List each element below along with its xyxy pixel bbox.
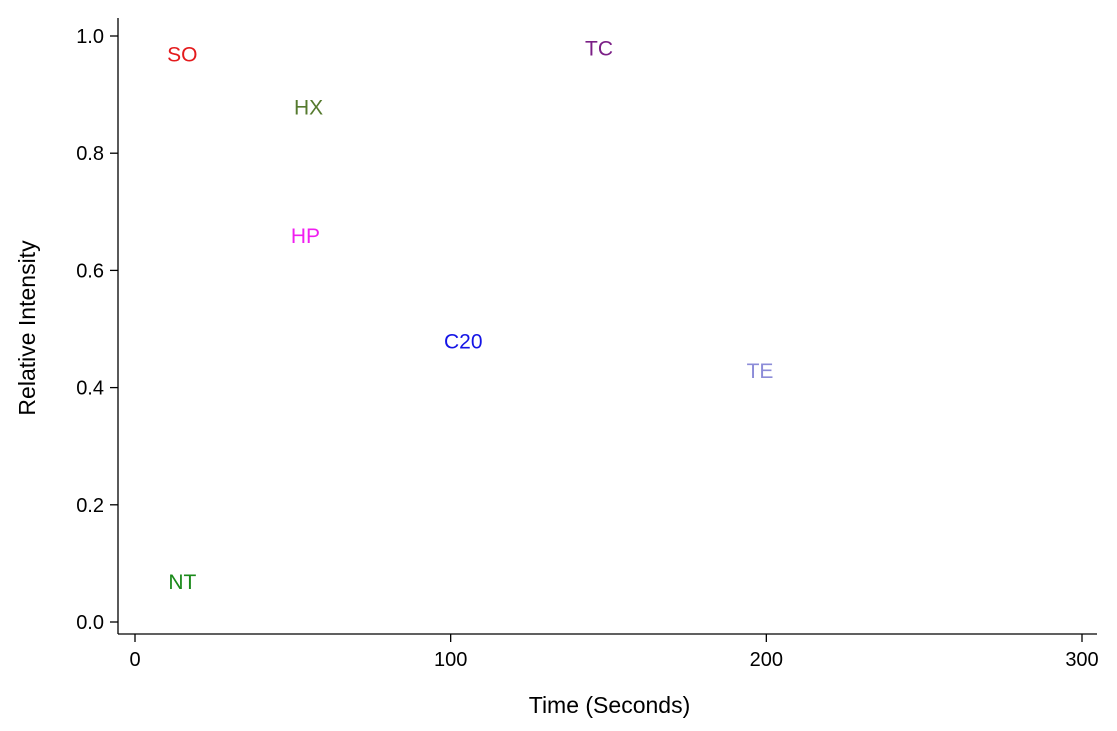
y-tick-label: 0.4 (76, 378, 104, 400)
x-tick-label: 100 (434, 649, 467, 671)
axes: 0 100 200 300 0.0 0.2 0.4 0.6 0.8 1.0 (76, 18, 1099, 671)
y-tick-label: 0.0 (76, 612, 104, 634)
point-label-nt: NT (168, 571, 196, 594)
point-label-te: TE (747, 360, 774, 383)
y-tick-label: 0.6 (76, 260, 104, 282)
y-tick-label: 1.0 (76, 26, 104, 48)
y-tick-label: 0.2 (76, 495, 104, 517)
point-label-hx: HX (294, 96, 323, 119)
point-label-so: SO (167, 44, 197, 67)
point-label-c20: C20 (444, 331, 483, 354)
x-tick-label: 300 (1065, 649, 1098, 671)
point-labels: SO TC HX HP C20 TE NT (167, 38, 773, 594)
x-tick-label: 200 (750, 649, 783, 671)
x-tick-label: 0 (129, 649, 140, 671)
y-tick-label: 0.8 (76, 143, 104, 165)
point-label-tc: TC (585, 38, 613, 61)
x-axis-title: Time (Seconds) (529, 692, 690, 718)
y-axis-title: Relative Intensity (14, 240, 40, 416)
point-label-hp: HP (291, 225, 320, 248)
